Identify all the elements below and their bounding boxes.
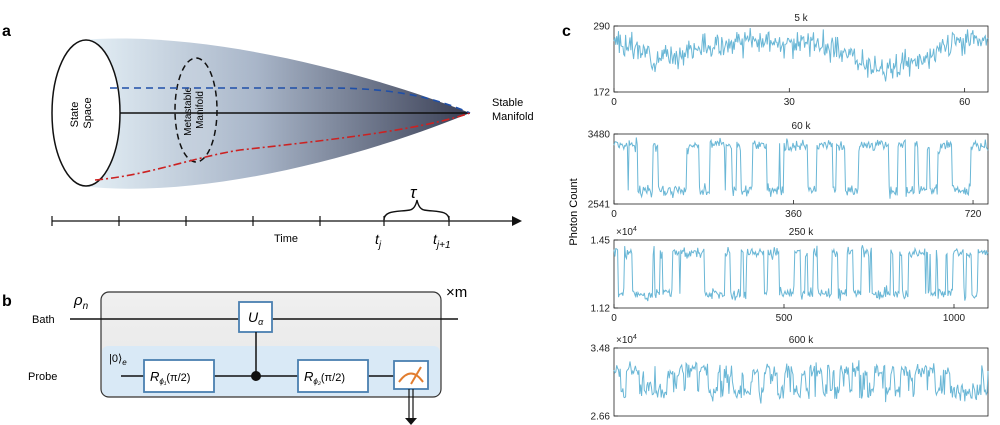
meter-icon	[398, 372, 424, 383]
meter-needle	[410, 366, 422, 385]
chart-1: 5 k 172 290 0 30 60	[593, 13, 989, 108]
x-tick-label: 0	[611, 97, 617, 108]
x-tick-label: 60	[959, 97, 971, 108]
y-tick-label: 172	[593, 88, 610, 99]
axis-exponent: ×104	[616, 334, 637, 346]
chart-3: 250 k 1.12 1.45 0 500 1000 ×104	[591, 226, 989, 324]
stable-manifold-label: Stable Manifold	[492, 97, 534, 123]
x-tick-label: 360	[785, 209, 802, 220]
tj1-label: tj+1	[433, 231, 451, 251]
classical-output-arrow	[405, 418, 417, 425]
panel-a: a State Space Metastable Manifold Stable…	[2, 23, 534, 251]
chart-2: 60 k 2541 3480 0 360 720	[588, 121, 989, 220]
chart-4: 600 k 2.66 3.48 ×104	[591, 334, 989, 423]
measurement-box	[393, 360, 429, 390]
time-trace-charts: 5 k 172 290 0 30 60 60 k 2541 3480 0 360 720 250 k 1.…	[588, 13, 989, 423]
y-tick-label: 3480	[588, 130, 611, 141]
red-dashdot-trajectory	[94, 112, 471, 181]
chart-title: 60 k	[792, 121, 812, 132]
y-tick-label: 1.45	[591, 236, 611, 247]
photon-count-trace	[613, 360, 989, 404]
r-phi2-gate	[297, 359, 369, 393]
x-tick-label: 30	[784, 97, 796, 108]
photon-count-trace	[613, 245, 989, 302]
y-tick-label: 3.48	[591, 344, 611, 355]
u-alpha-gate	[238, 301, 273, 333]
y-tick-label: 1.12	[591, 304, 611, 315]
panel-b: b ρn ×m Bath Probe |0⟩e Uα Rϕ₁(π/2) Rϕ₂(…	[2, 284, 467, 425]
axis-exponent: ×104	[616, 226, 637, 238]
control-dot	[251, 371, 261, 381]
panel-c: c Photon Count 5 k 172 290 0 30 60 60 k 2541 348…	[562, 13, 989, 423]
metastable-ellipse	[174, 57, 218, 163]
rho-label: ρn	[73, 292, 89, 312]
bath-label: Bath	[32, 314, 55, 326]
ket-label: |0⟩e	[109, 353, 127, 367]
x-tick-label: 500	[776, 313, 793, 324]
tj-label: tj	[375, 231, 382, 251]
chart-title: 600 k	[789, 335, 814, 346]
r-phi2-text: Rϕ₂(π/2)	[304, 369, 345, 386]
time-label: Time	[274, 233, 298, 245]
tau-brace	[383, 199, 450, 221]
state-space-label: State Space	[69, 97, 94, 128]
tau-label: τ	[410, 183, 418, 202]
y-tick-label: 2.66	[591, 412, 611, 423]
y-tick-label: 2541	[588, 200, 611, 211]
metastable-label: Metastable Manifold	[183, 84, 206, 136]
repeat-label: ×m	[446, 284, 467, 301]
time-axis-ticks	[51, 216, 450, 226]
panel-b-letter: b	[2, 293, 12, 310]
photon-count-trace	[613, 27, 989, 82]
photon-count-trace	[613, 137, 989, 199]
photon-count-ylabel: Photon Count	[568, 178, 580, 245]
panel-a-letter: a	[2, 23, 11, 40]
blue-dashed-trajectory	[110, 87, 471, 114]
chart-title: 5 k	[794, 13, 808, 24]
time-axis-arrow	[512, 216, 522, 226]
y-tick-label: 290	[593, 22, 610, 33]
chart-title: 250 k	[789, 227, 814, 238]
u-alpha-text: Uα	[248, 309, 264, 327]
x-tick-label: 1000	[943, 313, 966, 324]
x-tick-label: 0	[611, 313, 617, 324]
r-phi1-gate	[143, 359, 215, 393]
panel-c-letter: c	[562, 23, 571, 40]
classical-output-wire	[408, 389, 414, 420]
x-tick-label: 720	[965, 209, 982, 220]
x-tick-label: 0	[611, 209, 617, 220]
probe-label: Probe	[28, 371, 57, 383]
r-phi1-text: Rϕ₁(π/2)	[150, 369, 190, 386]
